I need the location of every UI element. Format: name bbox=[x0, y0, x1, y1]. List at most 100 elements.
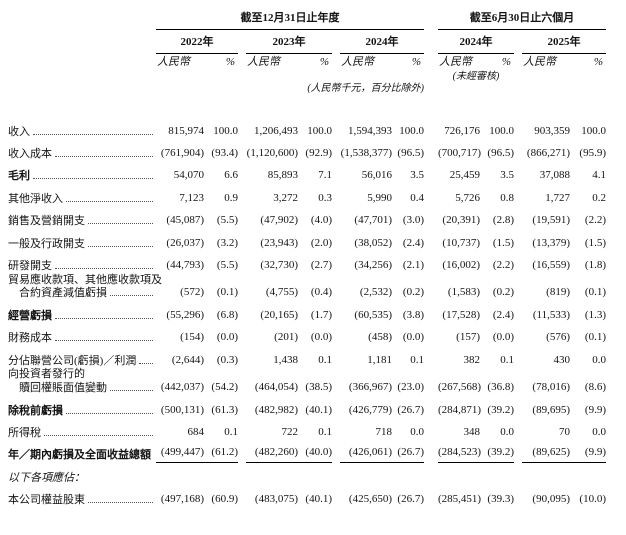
row-label: 以下各項應佔： bbox=[8, 472, 156, 486]
rmb-value: (201) bbox=[274, 331, 298, 344]
percent-value: (0.0) bbox=[216, 331, 238, 344]
row-label-text: 收入成本 bbox=[8, 148, 52, 161]
percent-unit-label: % bbox=[593, 56, 603, 69]
rmb-value: (1,120,600) bbox=[246, 147, 298, 160]
percent-value: (39.2) bbox=[480, 446, 514, 464]
percent-value: 0.4 bbox=[410, 191, 424, 204]
row-label: 本公司權益股東 bbox=[8, 494, 156, 508]
rmb-value: 348 bbox=[463, 425, 481, 438]
percent-value: (40.1) bbox=[305, 493, 332, 506]
rmb-value: (20,391) bbox=[442, 214, 480, 227]
percent-value: (10.0) bbox=[579, 493, 606, 506]
row-label: 研發開支 bbox=[8, 260, 156, 274]
percent-value: (2.4) bbox=[402, 236, 424, 249]
rmb-value: 3,272 bbox=[273, 191, 298, 204]
row-label-text: 所得稅 bbox=[8, 426, 41, 439]
percent-value: (92.9) bbox=[305, 147, 332, 160]
percent-value: 0.0 bbox=[410, 425, 424, 438]
dot-leader bbox=[88, 222, 153, 225]
percent-value: 0.1 bbox=[318, 353, 332, 366]
rmb-value: (2,532) bbox=[359, 286, 392, 299]
rmb-value: 7,123 bbox=[179, 191, 204, 204]
dot-leader bbox=[55, 317, 153, 319]
percent-unit-label: % bbox=[501, 56, 511, 69]
percent-value: (95.9) bbox=[579, 147, 606, 160]
percent-value: (0.2) bbox=[492, 286, 514, 299]
rmb-value: (26,037) bbox=[166, 236, 204, 249]
row-label-text: 以下各項應佔： bbox=[8, 471, 85, 484]
rmb-value: 25,459 bbox=[449, 169, 480, 182]
row-label: 收入成本 bbox=[8, 148, 156, 162]
percent-value: (36.8) bbox=[487, 381, 514, 394]
rmb-value: (2,644) bbox=[171, 353, 204, 366]
rmb-value: (17,528) bbox=[442, 308, 480, 321]
rmb-value: (482,982) bbox=[254, 403, 298, 416]
row-label: 收入 bbox=[8, 126, 156, 140]
row-label: 一般及行政開支 bbox=[8, 238, 156, 252]
dot-leader bbox=[44, 434, 153, 436]
currency-unit-label: 人民幣 bbox=[157, 56, 190, 69]
percent-value: (0.1) bbox=[216, 286, 238, 299]
percent-value: (6.8) bbox=[216, 308, 238, 321]
percent-value: 4.1 bbox=[592, 169, 606, 182]
percent-value: 100.0 bbox=[307, 124, 332, 137]
rmb-value: (499,447) bbox=[156, 446, 204, 464]
percent-value: (2.2) bbox=[584, 214, 606, 227]
percent-value: (0.0) bbox=[310, 331, 332, 344]
period-header-annual: 截至12月31日止年度 bbox=[156, 12, 424, 30]
percent-value: (93.4) bbox=[211, 147, 238, 160]
percent-value: (4.0) bbox=[310, 214, 332, 227]
percent-value: (2.1) bbox=[402, 258, 424, 271]
rmb-value: (45,087) bbox=[166, 214, 204, 227]
percent-value: (1.5) bbox=[584, 236, 606, 249]
rmb-value: (497,168) bbox=[160, 493, 204, 506]
rmb-value: (1,538,377) bbox=[340, 147, 392, 160]
row-label-text: 經營虧損 bbox=[8, 309, 52, 322]
rmb-value: 718 bbox=[375, 425, 393, 438]
percent-value: 0.1 bbox=[410, 353, 424, 366]
rmb-value: 722 bbox=[281, 425, 299, 438]
row-label-text: 本公司權益股東 bbox=[8, 494, 85, 507]
percent-value: 3.5 bbox=[500, 169, 514, 182]
percent-value: (96.5) bbox=[397, 147, 424, 160]
row-label: 除稅前虧損 bbox=[8, 405, 156, 419]
rmb-value: 1,206,493 bbox=[254, 124, 298, 137]
percent-value: 3.5 bbox=[410, 169, 424, 182]
row-label-text: 銷售及營銷開支 bbox=[8, 215, 85, 228]
percent-value: (39.2) bbox=[487, 403, 514, 416]
row-label-text: 毛利 bbox=[8, 170, 30, 183]
rmb-value: (89,695) bbox=[532, 403, 570, 416]
row-label-text: 分佔聯營公司(虧損)／利潤 bbox=[8, 354, 137, 367]
rmb-value: (483,075) bbox=[254, 493, 298, 506]
rmb-value: 726,176 bbox=[444, 124, 480, 137]
row-label: 向投資者發行的 贖回權賬面值變動 bbox=[8, 368, 156, 396]
rmb-value: (442,037) bbox=[160, 381, 204, 394]
row-label-text: 一般及行政開支 bbox=[8, 237, 85, 250]
percent-value: (54.2) bbox=[211, 381, 238, 394]
dot-leader bbox=[110, 389, 153, 392]
percent-value: (38.5) bbox=[305, 381, 332, 394]
rmb-value: (16,002) bbox=[442, 258, 480, 271]
percent-value: (26.7) bbox=[392, 446, 424, 464]
percent-value: (1.5) bbox=[492, 236, 514, 249]
row-label: 毛利 bbox=[8, 170, 156, 184]
rmb-value: (285,451) bbox=[438, 493, 482, 506]
rmb-value: 56,016 bbox=[361, 169, 392, 182]
percent-value: (5.5) bbox=[216, 258, 238, 271]
percent-value: (1.7) bbox=[310, 308, 332, 321]
percent-value: 0.0 bbox=[500, 425, 514, 438]
rmb-value: (572) bbox=[180, 286, 204, 299]
rmb-value: 5,990 bbox=[367, 191, 392, 204]
rmb-value: (20,165) bbox=[260, 308, 298, 321]
dot-leader bbox=[33, 133, 153, 135]
rmb-value: (38,052) bbox=[354, 236, 392, 249]
dot-leader bbox=[110, 294, 153, 297]
percent-value: (2.4) bbox=[492, 308, 514, 321]
dot-leader bbox=[139, 362, 153, 364]
rmb-value: 85,893 bbox=[267, 169, 298, 182]
rmb-value: (154) bbox=[180, 331, 204, 344]
period-header-interim: 截至6月30日止六個月 bbox=[438, 12, 606, 30]
rmb-value: 37,088 bbox=[539, 169, 570, 182]
dot-leader bbox=[66, 412, 153, 414]
percent-value: 0.0 bbox=[592, 425, 606, 438]
